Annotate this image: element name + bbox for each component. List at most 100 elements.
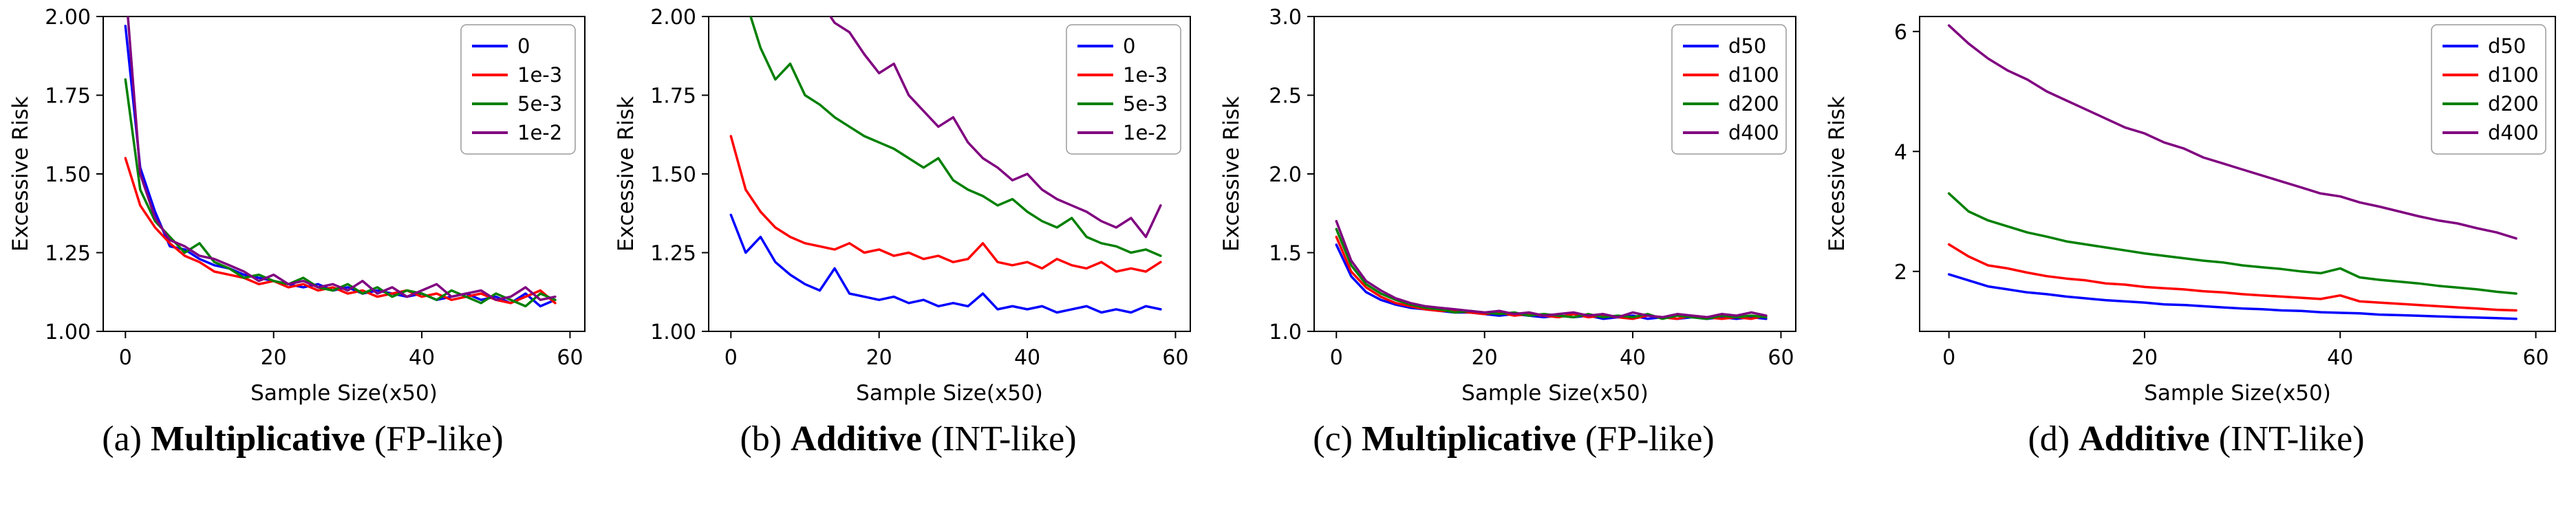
x-tick-label: 40 [1014, 346, 1040, 370]
legend-box [460, 24, 576, 155]
y-tick-label: 6 [1894, 21, 1907, 45]
y-tick-label: 2.5 [1269, 85, 1302, 109]
x-axis-label: Sample Size(x50) [1461, 381, 1649, 406]
x-axis-label: Sample Size(x50) [856, 381, 1043, 406]
caption-d: (d) Additive (INT-like) [1816, 418, 2576, 461]
series-line-5e-3 [749, 16, 1162, 257]
chart-a-multiplicative-fp: 0 20 40 60 1.00 1.25 1.50 1.75 2.00 Sample Size(x… [8, 6, 586, 406]
legend-label: 5e-3 [517, 92, 562, 116]
y-tick-label: 1.75 [45, 85, 91, 109]
x-tick-label: 40 [409, 346, 435, 370]
x-tick-label: 0 [1942, 346, 1955, 370]
legend-label: 0 [517, 34, 530, 58]
x-axis-ticks: 0 20 40 60 [1330, 331, 1794, 370]
y-tick-label: 1.50 [650, 163, 696, 187]
series-line-d100 [1947, 243, 2518, 312]
series-line-d50 [1335, 243, 1768, 320]
x-tick-label: 0 [119, 346, 132, 370]
legend-label: d400 [2488, 121, 2539, 144]
x-tick-label: 0 [1330, 346, 1343, 370]
y-axis-label: Excessive Risk [8, 96, 33, 252]
y-tick-label: 1.5 [1269, 242, 1302, 266]
caption-b-prefix: (b) [740, 419, 791, 459]
figure-row: 0 20 40 60 1.00 1.25 1.50 1.75 2.00 Sample Size(x… [0, 0, 2576, 414]
x-tick-label: 60 [1768, 346, 1794, 370]
plot-spines [1919, 16, 2556, 332]
y-tick-label: 3.0 [1269, 6, 1302, 30]
legend-box [1066, 24, 1181, 155]
y-tick-label: 1.0 [1269, 320, 1302, 344]
x-tick-label: 40 [2327, 346, 2353, 370]
x-axis-ticks: 0 20 40 60 [119, 331, 583, 370]
chart-d-additive-int: 0 20 40 60 2 4 6 Sample Size(x50) Excessive Risk… [1825, 16, 2556, 406]
chart-panel-c: 0 20 40 60 1.0 1.5 2.0 2.5 3.0 Sample Size(x50) Ex… [1211, 0, 1816, 414]
y-tick-label: 1.75 [650, 85, 696, 109]
x-tick-label: 20 [866, 346, 892, 370]
caption-d-prefix: (d) [2028, 419, 2079, 459]
caption-c-word: Multiplicative [1362, 419, 1576, 459]
legend-label: d400 [1728, 121, 1779, 144]
legend-label: d50 [1728, 34, 1766, 58]
series-line-d50 [1947, 273, 2518, 320]
x-tick-label: 20 [1472, 346, 1498, 370]
legend: d50 d100 d200 d400 [2431, 24, 2546, 155]
caption-c-suffix: (FP-like) [1576, 419, 1715, 459]
legend-label: 1e-2 [1123, 121, 1168, 144]
caption-row: (a) Multiplicative (FP-like) (b) Additiv… [0, 418, 2576, 461]
series-line-1e-3 [729, 135, 1162, 273]
x-axis-ticks: 0 20 40 60 [724, 331, 1189, 370]
x-tick-label: 40 [1620, 346, 1646, 370]
x-axis-label: Sample Size(x50) [2144, 381, 2331, 406]
y-axis-ticks: 2 4 6 [1894, 21, 1920, 285]
series-line-d200 [1947, 192, 2518, 295]
chart-panel-a: 0 20 40 60 1.00 1.25 1.50 1.75 2.00 Sample Size(x… [0, 0, 605, 414]
x-tick-label: 60 [1162, 346, 1188, 370]
legend: 0 1e-3 5e-3 1e-2 [460, 24, 576, 155]
caption-c-prefix: (c) [1313, 419, 1362, 459]
x-tick-label: 60 [557, 346, 583, 370]
legend-label: 1e-3 [1123, 63, 1168, 87]
y-tick-label: 1.00 [45, 320, 91, 344]
caption-a-suffix: (FP-like) [365, 419, 504, 459]
legend-label: 5e-3 [1123, 92, 1168, 116]
y-tick-label: 1.25 [650, 242, 696, 266]
caption-a-prefix: (a) [102, 419, 151, 459]
legend-label: d100 [1728, 63, 1779, 87]
caption-b: (b) Additive (INT-like) [605, 418, 1211, 461]
caption-a-word: Multiplicative [151, 419, 365, 459]
legend-box [1671, 24, 1787, 155]
y-tick-label: 1.50 [45, 163, 91, 187]
caption-c: (c) Multiplicative (FP-like) [1211, 418, 1816, 461]
x-axis-label: Sample Size(x50) [250, 381, 438, 406]
caption-b-word: Additive [791, 419, 922, 459]
legend-label: 0 [1123, 34, 1135, 58]
legend-box [2431, 24, 2546, 155]
caption-d-word: Additive [2079, 419, 2210, 459]
x-tick-label: 0 [724, 346, 738, 370]
series-line-d400 [1947, 24, 2518, 240]
y-tick-label: 2.00 [45, 6, 91, 30]
chart-panel-d: 0 20 40 60 2 4 6 Sample Size(x50) Excessive Risk… [1816, 0, 2576, 414]
series-line-1e-2 [127, 16, 557, 301]
caption-d-suffix: (INT-like) [2209, 419, 2365, 459]
series-group [729, 16, 1162, 314]
legend-label: d200 [2488, 92, 2539, 116]
series-line-1e-2 [828, 16, 1162, 239]
caption-a: (a) Multiplicative (FP-like) [0, 418, 605, 461]
series-line-0 [124, 24, 557, 308]
legend: d50 d100 d200 d400 [1671, 24, 1787, 155]
legend-label: d50 [2488, 34, 2526, 58]
x-tick-label: 20 [261, 346, 287, 370]
legend-label: 1e-3 [517, 63, 562, 87]
x-tick-label: 20 [2132, 346, 2158, 370]
caption-b-suffix: (INT-like) [921, 419, 1077, 459]
series-group [124, 16, 557, 308]
y-axis-label: Excessive Risk [1825, 96, 1849, 252]
series-line-0 [729, 213, 1162, 314]
legend-label: d200 [1728, 92, 1779, 116]
series-line-d400 [1335, 219, 1768, 319]
x-axis-ticks: 0 20 40 60 [1942, 331, 2549, 370]
y-tick-label: 1.00 [650, 320, 696, 344]
legend: 0 1e-3 5e-3 1e-2 [1066, 24, 1181, 155]
